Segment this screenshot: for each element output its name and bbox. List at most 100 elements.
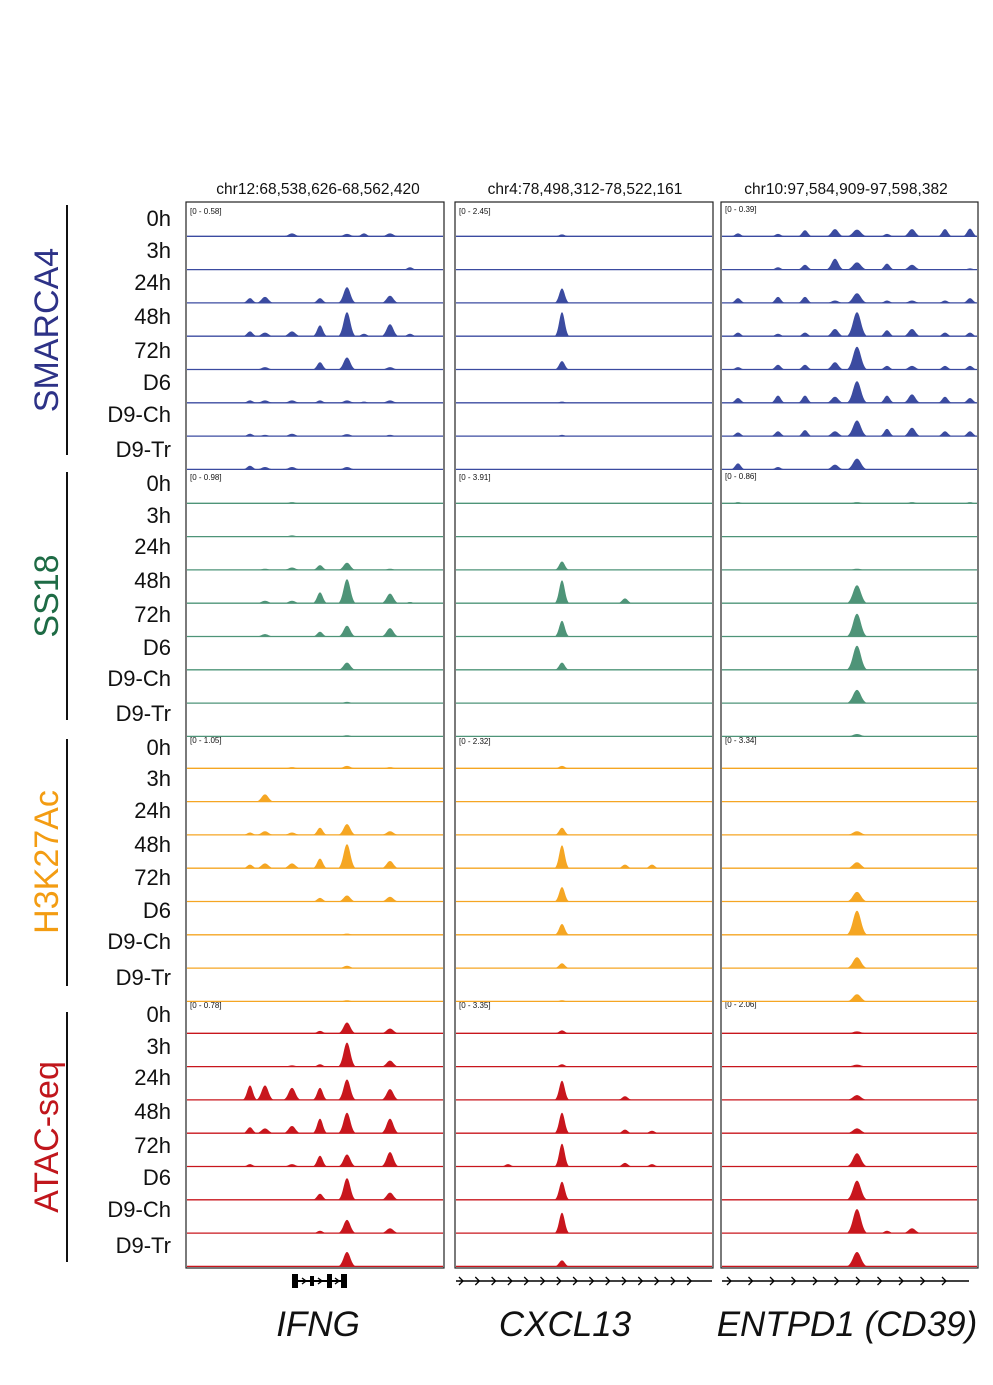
signal-peak	[644, 864, 660, 869]
signal-peak	[242, 1164, 258, 1167]
signal-peak	[282, 1126, 302, 1134]
signal-peak	[879, 428, 895, 437]
strand-arrow	[654, 1276, 660, 1286]
signal-peak	[879, 330, 895, 337]
timepoint-label: 48h	[134, 568, 171, 593]
signal-peak	[380, 1060, 400, 1067]
signal-peak	[554, 312, 570, 337]
signal-peak	[617, 1129, 633, 1134]
signal-peak	[380, 1118, 400, 1134]
signal-peak	[644, 1130, 660, 1134]
signal-peak	[554, 580, 570, 604]
signal-peak	[962, 228, 978, 237]
timepoint-labels-ss18: 0h 3h 24h 48h 72h D6 D9-Ch D9-Tr	[107, 471, 171, 726]
signal-peak	[242, 832, 258, 835]
signal-peak	[845, 1252, 869, 1267]
signal-peak	[337, 844, 357, 869]
signal-peak	[356, 401, 372, 403]
signal-peak	[730, 463, 746, 470]
timepoint-label: D9-Ch	[107, 929, 171, 954]
signal-peak	[825, 464, 845, 470]
signal-peak	[937, 431, 953, 437]
timepoint-label: D6	[143, 370, 171, 395]
range-label: [0 - 2.45]	[459, 207, 491, 216]
signal-peak	[554, 827, 570, 835]
signal-peak	[730, 398, 746, 403]
strand-arrow	[686, 1276, 693, 1286]
signal-peak	[255, 467, 275, 470]
signal-peak	[554, 561, 570, 570]
signal-peak	[902, 229, 922, 237]
signal-peak	[845, 957, 869, 969]
timepoint-label: D9-Tr	[116, 1233, 171, 1258]
signal-peak	[554, 288, 570, 303]
signal-peak	[554, 1112, 570, 1134]
signal-peak	[825, 431, 845, 437]
signal-peak	[380, 861, 400, 869]
signal-peak	[845, 831, 869, 835]
range-label: [0 - 0.86]	[725, 472, 757, 481]
signal-peak	[312, 897, 328, 902]
signal-peak	[312, 298, 328, 303]
gene-name-ifng: IFNG	[276, 1305, 360, 1344]
signal-peak	[797, 332, 813, 337]
signal-peak	[380, 233, 400, 237]
signal-peak	[554, 234, 570, 237]
range-label: [0 - 3.34]	[725, 736, 757, 745]
panel-frame-entpd1	[720, 201, 979, 1269]
signal-peak	[962, 398, 978, 403]
signal-peak	[255, 863, 275, 869]
signal-peak	[337, 287, 357, 303]
locus-coord-cxcl13: chr4:78,498,312-78,522,161	[488, 181, 683, 198]
signal-peak	[255, 1085, 275, 1100]
timepoint-label: 24h	[134, 270, 171, 295]
signal-peak	[962, 502, 978, 504]
gene-model-ifng	[292, 1274, 347, 1288]
signal-peak	[337, 765, 357, 769]
signal-peak	[845, 420, 869, 437]
signal-peak	[825, 329, 845, 337]
strand-arrow	[726, 1276, 732, 1286]
signal-peak	[845, 910, 869, 935]
signal-peak	[617, 864, 633, 869]
signal-peak	[845, 1128, 869, 1134]
signal-peak	[312, 1064, 328, 1067]
strand-arrow	[572, 1276, 579, 1286]
group-atac: ATAC-seq	[28, 1012, 68, 1262]
signal-peak	[282, 400, 302, 403]
signal-peak	[380, 1152, 400, 1167]
timepoint-label: 0h	[147, 471, 171, 496]
signal-peak	[282, 1087, 302, 1100]
signal-peak	[770, 467, 786, 470]
strand-arrow	[540, 1276, 546, 1286]
signal-peak	[845, 312, 869, 337]
signal-peak	[554, 924, 570, 935]
group-smarca4: SMARCA4	[28, 205, 68, 455]
signal-peak	[380, 896, 400, 902]
signal-peak	[312, 400, 328, 403]
signal-peak	[902, 502, 922, 504]
signal-peak	[797, 364, 813, 370]
signal-peak	[402, 333, 418, 337]
signal-peak	[825, 300, 845, 303]
timepoint-label: 3h	[147, 766, 171, 791]
signal-peak	[282, 832, 302, 835]
signal-peak	[845, 1180, 869, 1200]
signal-peak	[554, 963, 570, 969]
strand-arrow	[769, 1276, 775, 1286]
signal-peak	[554, 1260, 570, 1267]
timepoint-label: 3h	[147, 503, 171, 528]
signal-peak	[937, 300, 953, 303]
signal-peak	[337, 1112, 357, 1134]
signal-peak	[282, 535, 302, 537]
signal-peak	[845, 458, 869, 470]
signal-peak	[380, 367, 400, 370]
signal-peak	[356, 233, 372, 237]
signal-peak	[337, 701, 357, 704]
locus-coord-entpd1: chr10:97,584,909-97,598,382	[744, 181, 947, 198]
signal-peak	[380, 1089, 400, 1100]
signal-peak	[825, 362, 845, 370]
signal-peak	[554, 1000, 570, 1002]
signal-peak	[242, 331, 258, 337]
